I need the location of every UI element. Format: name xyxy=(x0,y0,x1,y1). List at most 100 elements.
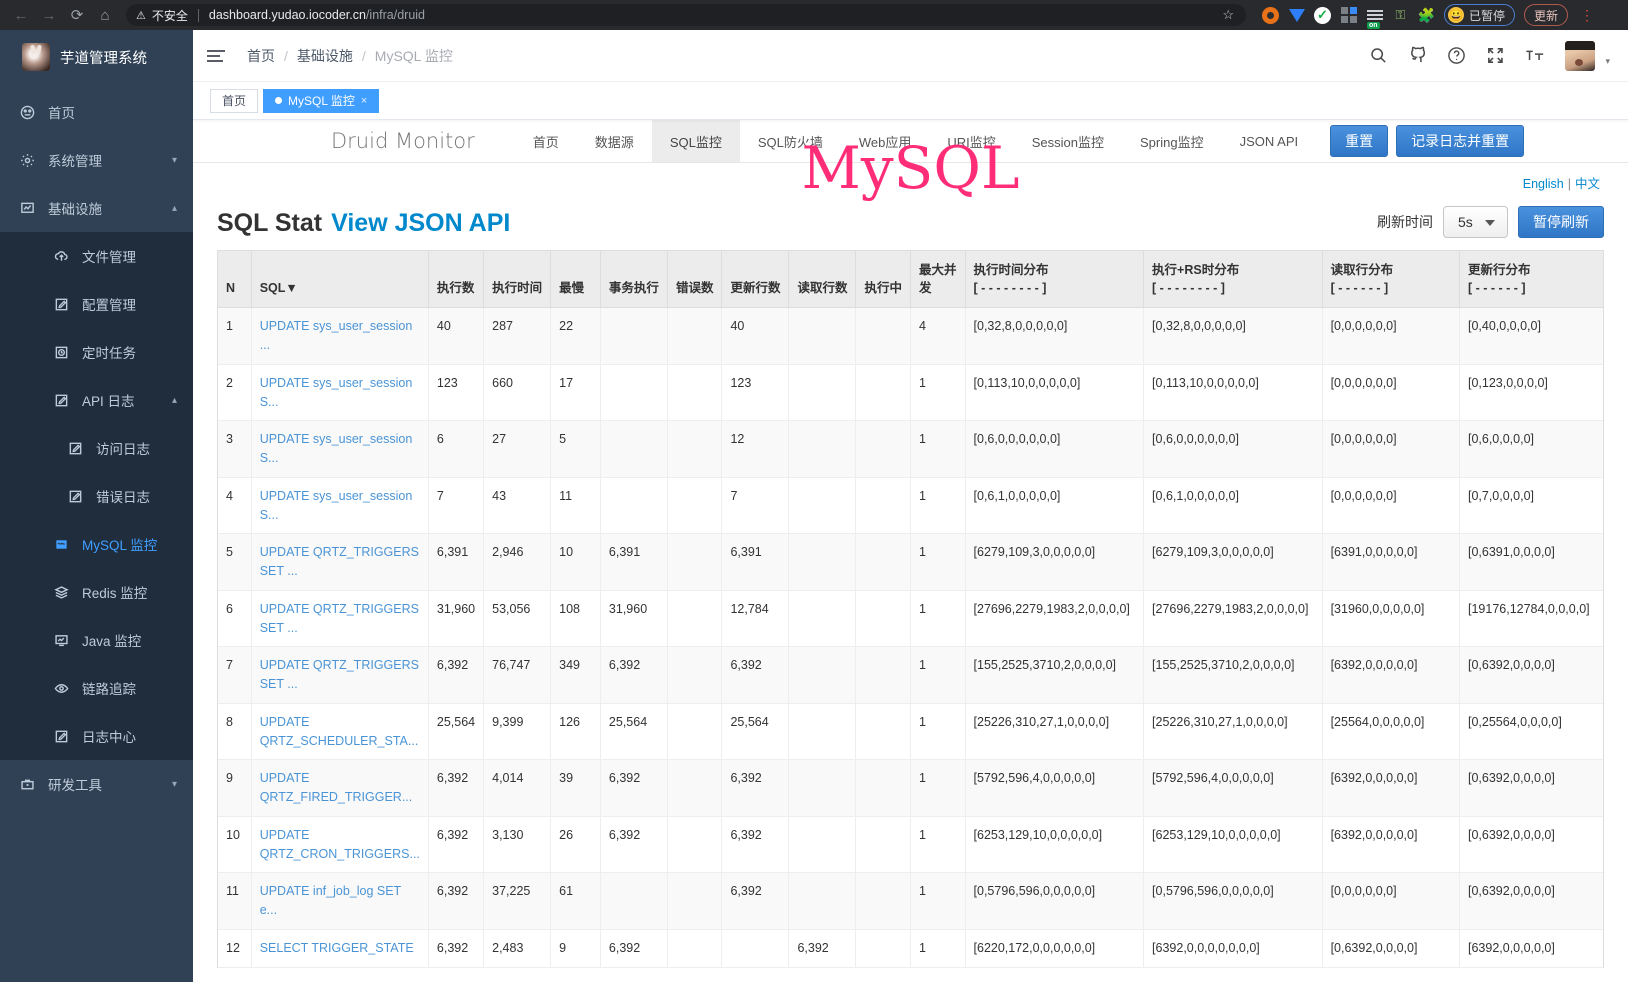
sql-link[interactable]: UPDATE QRTZ_SCHEDULER_STA... xyxy=(259,714,419,748)
th-tx-exec[interactable]: 事务执行 xyxy=(600,251,668,309)
th-update-row-dist[interactable]: 更新行分布 [ - - - - - - ] xyxy=(1459,251,1603,309)
list-on-extension-icon[interactable]: on xyxy=(1366,7,1383,29)
sql-link[interactable]: SELECT TRIGGER_STATE xyxy=(259,940,414,955)
log-and-reset-button[interactable]: 记录日志并重置 xyxy=(1396,125,1525,157)
druid-nav-datasource[interactable]: 数据源 xyxy=(594,134,634,150)
sidebar-item-config-manage[interactable]: 配置管理 xyxy=(0,280,193,328)
sidebar-item-system[interactable]: 系统管理 ▾ xyxy=(0,136,193,184)
druid-nav-web-app[interactable]: Web应用 xyxy=(858,134,912,150)
druid-nav-uri-monitor[interactable]: URI监控 xyxy=(947,134,996,150)
sql-link[interactable]: UPDATE sys_user_session S... xyxy=(259,375,413,409)
sql-link[interactable]: UPDATE QRTZ_TRIGGERS SET ... xyxy=(259,658,419,691)
sidebar-item-dev-tools[interactable]: 研发工具 ▾ xyxy=(0,760,193,808)
cell-sql[interactable]: UPDATE QRTZ_FIRED_TRIGGER... xyxy=(251,759,429,817)
druid-nav-json-api[interactable]: JSON API xyxy=(1239,133,1299,149)
sidebar-item-api-log[interactable]: API 日志 ▴ xyxy=(0,376,193,424)
breadcrumb-item-infra[interactable]: 基础设施 xyxy=(296,47,353,64)
profile-paused-chip[interactable]: 😀 已暂停 xyxy=(1444,4,1516,26)
sql-link[interactable]: UPDATE QRTZ_FIRED_TRIGGER... xyxy=(259,771,413,804)
druid-nav-sql-firewall[interactable]: SQL防火墙 xyxy=(757,134,823,150)
sql-link[interactable]: UPDATE QRTZ_TRIGGERS SET ... xyxy=(259,545,419,578)
sql-link[interactable]: UPDATE sys_user_session ... xyxy=(259,319,413,352)
sidebar-item-trace[interactable]: 链路追踪 xyxy=(0,664,193,712)
sidebar-item-redis-monitor[interactable]: Redis 监控 xyxy=(0,568,193,616)
green-check-extension-icon[interactable]: ✓ xyxy=(1314,6,1331,24)
view-json-api-link[interactable]: View JSON API xyxy=(331,209,511,237)
close-icon[interactable]: × xyxy=(360,94,368,107)
th-exec-time[interactable]: 执行时间 xyxy=(483,251,552,309)
lang-english-link[interactable]: English xyxy=(1522,177,1564,191)
th-exec-count[interactable]: 执行数 xyxy=(428,251,485,309)
orange-circle-extension-icon[interactable] xyxy=(1262,6,1279,24)
sidebar-item-scheduled-task[interactable]: 定时任务 xyxy=(0,328,193,376)
th-exec-rs-dist[interactable]: 执行+RS时分布 [ - - - - - - - - ] xyxy=(1143,251,1323,309)
reload-icon[interactable]: ⟳ xyxy=(70,6,84,24)
cell-sql[interactable]: UPDATE QRTZ_CRON_TRIGGERS... xyxy=(251,816,429,874)
sidebar-item-java-monitor[interactable]: Java 监控 xyxy=(0,616,193,664)
cell-sql[interactable]: UPDATE sys_user_session S... xyxy=(251,420,429,478)
pause-refresh-button[interactable]: 暂停刷新 xyxy=(1518,206,1604,238)
th-update-rows[interactable]: 更新行数 xyxy=(721,251,790,309)
sidebar-item-error-log[interactable]: 错误日志 xyxy=(0,472,193,520)
th-error-count[interactable]: 错误数 xyxy=(667,251,723,309)
key-extension-icon[interactable]: ⚿ xyxy=(1395,7,1406,22)
cell-sql[interactable]: UPDATE sys_user_session S... xyxy=(251,364,429,422)
github-icon[interactable] xyxy=(1408,46,1427,65)
refresh-interval-select[interactable]: 5s xyxy=(1443,206,1508,238)
update-button[interactable]: 更新 xyxy=(1524,4,1569,26)
tab-mysql-monitor[interactable]: MySQL 监控 × xyxy=(263,88,380,113)
sql-link[interactable]: UPDATE inf_job_log SET e... xyxy=(259,884,401,917)
fullscreen-icon[interactable] xyxy=(1486,46,1505,65)
chevron-down-icon[interactable]: ▾ xyxy=(1605,55,1610,66)
druid-nav-session-monitor[interactable]: Session监控 xyxy=(1031,134,1104,150)
address-bar[interactable]: ⚠ 不安全 dashboard.yudao.iocoder.cn/infra/d… xyxy=(126,4,1246,26)
th-read-row-dist[interactable]: 读取行分布 [ - - - - - - ] xyxy=(1322,251,1460,309)
star-icon[interactable]: ☆ xyxy=(1222,7,1234,22)
th-running[interactable]: 执行中 xyxy=(855,251,911,309)
cell-sql[interactable]: UPDATE sys_user_session ... xyxy=(251,307,429,365)
puzzle-extensions-icon[interactable]: 🧩 xyxy=(1417,6,1436,23)
sidebar-logo[interactable]: 芋道管理系统 xyxy=(0,30,193,84)
sql-link[interactable]: UPDATE QRTZ_CRON_TRIGGERS... xyxy=(259,827,420,861)
th-n[interactable]: N xyxy=(218,251,252,309)
avatar[interactable] xyxy=(1565,40,1596,71)
font-size-icon[interactable] xyxy=(1525,46,1545,65)
tab-home[interactable]: 首页 xyxy=(210,88,259,113)
cell-sql[interactable]: UPDATE QRTZ_TRIGGERS SET ... xyxy=(251,533,429,591)
hamburger-icon[interactable] xyxy=(207,49,225,62)
kebab-menu-icon[interactable]: ⋮ xyxy=(1580,7,1595,23)
blue-diamond-extension-icon[interactable] xyxy=(1288,7,1305,24)
sidebar-item-home[interactable]: 首页 xyxy=(0,88,193,136)
forward-arrow-icon[interactable]: → xyxy=(41,6,57,24)
th-sql[interactable]: SQL▼ xyxy=(251,251,429,309)
cell-sql[interactable]: UPDATE inf_job_log SET e... xyxy=(251,872,429,930)
cell-sql[interactable]: UPDATE QRTZ_TRIGGERS SET ... xyxy=(251,646,429,704)
search-icon[interactable] xyxy=(1369,46,1388,65)
lang-chinese-link[interactable]: 中文 xyxy=(1574,177,1600,191)
cell-sql[interactable]: UPDATE sys_user_session S... xyxy=(251,477,429,535)
sql-link[interactable]: UPDATE QRTZ_TRIGGERS SET ... xyxy=(259,601,419,635)
cell-sql[interactable]: UPDATE QRTZ_TRIGGERS SET ... xyxy=(251,590,429,648)
th-read-rows[interactable]: 读取行数 xyxy=(788,251,857,309)
breadcrumb-item-home[interactable]: 首页 xyxy=(247,47,275,64)
back-arrow-icon[interactable]: ← xyxy=(13,6,29,24)
th-slowest[interactable]: 最慢 xyxy=(550,251,601,309)
sidebar-item-mysql-monitor[interactable]: MySQL 监控 xyxy=(0,520,193,568)
grid-extension-icon[interactable] xyxy=(1340,7,1357,24)
sidebar-item-file-manage[interactable]: 文件管理 xyxy=(0,232,193,280)
sql-link[interactable]: UPDATE sys_user_session S... xyxy=(259,488,413,522)
th-exec-time-dist[interactable]: 执行时间分布 [ - - - - - - - - ] xyxy=(965,251,1145,309)
sql-link[interactable]: UPDATE sys_user_session S... xyxy=(259,432,413,465)
druid-nav-spring-monitor[interactable]: Spring监控 xyxy=(1139,134,1204,150)
th-max-concurrent[interactable]: 最大并发 xyxy=(910,251,966,309)
druid-nav-sql-monitor[interactable]: SQL监控 xyxy=(651,120,740,162)
sidebar-item-infra[interactable]: 基础设施 ▴ xyxy=(0,184,193,232)
cell-sql[interactable]: SELECT TRIGGER_STATE xyxy=(251,929,429,968)
reset-button[interactable]: 重置 xyxy=(1330,125,1389,157)
sidebar-item-log-center[interactable]: 日志中心 xyxy=(0,712,193,760)
cell-sql[interactable]: UPDATE QRTZ_SCHEDULER_STA... xyxy=(251,703,429,761)
druid-nav-home[interactable]: 首页 xyxy=(532,134,559,150)
sidebar-item-access-log[interactable]: 访问日志 xyxy=(0,424,193,472)
help-circle-icon[interactable] xyxy=(1447,46,1466,65)
home-icon[interactable]: ⌂ xyxy=(100,6,110,24)
